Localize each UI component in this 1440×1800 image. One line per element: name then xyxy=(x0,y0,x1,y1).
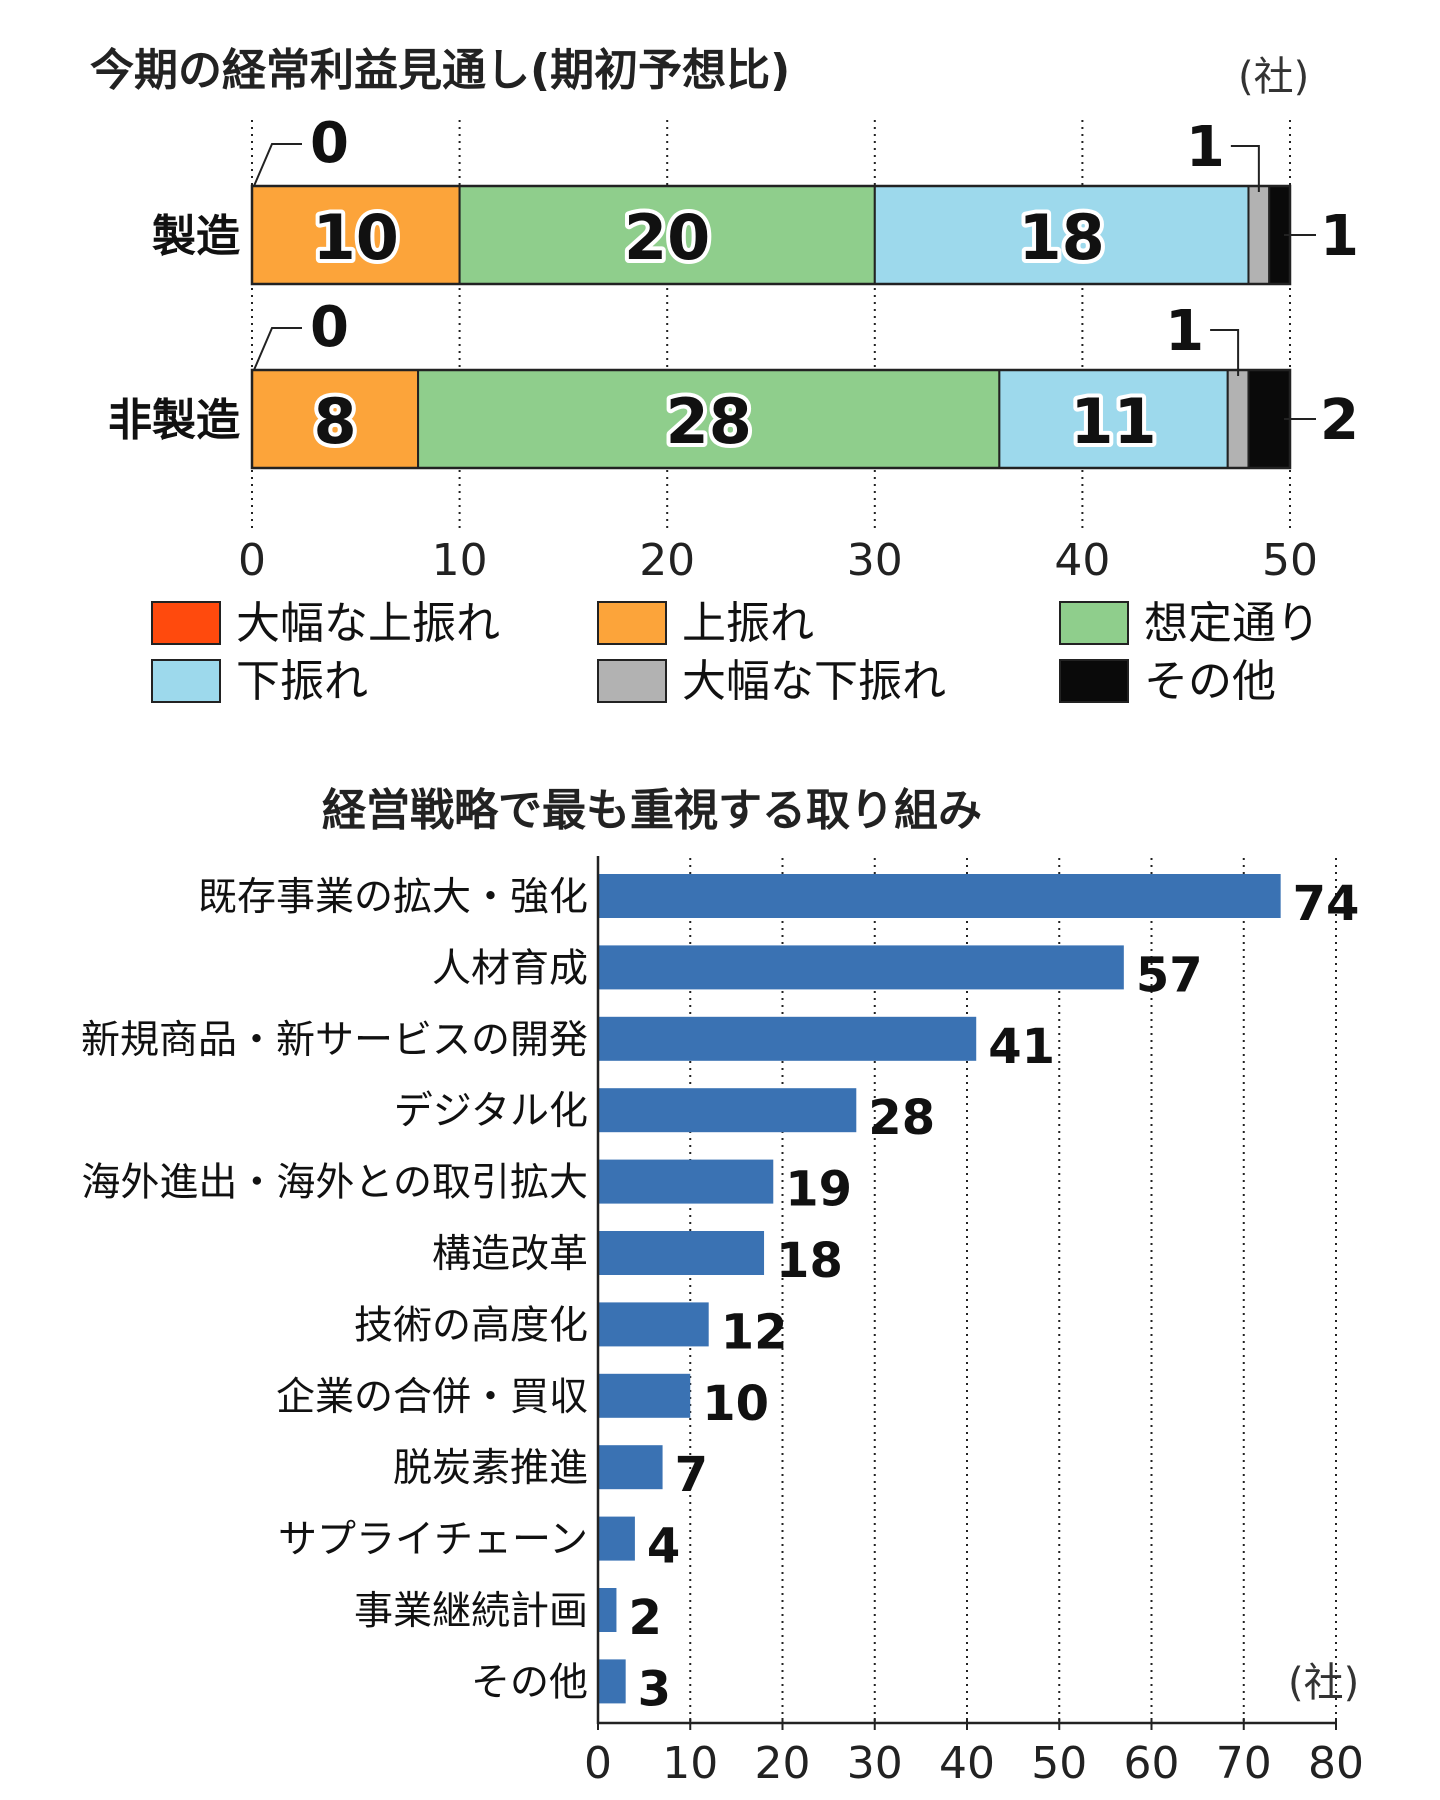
chart1-x-tick-label: 10 xyxy=(432,535,488,586)
chart1-x-tick-label: 40 xyxy=(1054,535,1110,586)
chart2-category-label: 構造改革 xyxy=(432,1232,588,1277)
chart1-bar-segment xyxy=(1247,369,1291,469)
chart1-leader-line xyxy=(1230,145,1260,192)
chart1-data-label: 1 xyxy=(1320,204,1359,269)
chart1-data-label: 11 xyxy=(1070,385,1156,458)
chart1-x-tick-label: 50 xyxy=(1262,535,1318,586)
chart2-x-tick-label: 20 xyxy=(755,1738,811,1789)
chart1-legend-label: 下振れ xyxy=(236,656,368,707)
chart2-x-tick-label: 60 xyxy=(1124,1738,1180,1789)
chart2-bar xyxy=(598,1516,635,1561)
chart2-category-label: デジタル化 xyxy=(394,1089,588,1134)
chart1-leader-line xyxy=(1210,329,1240,376)
chart1-legend-label: 大幅な上振れ xyxy=(236,598,500,649)
chart2-bar xyxy=(598,945,1124,990)
chart1-legend-label: 想定通り xyxy=(1144,598,1320,649)
chart2-bar xyxy=(598,1445,663,1490)
chart2-data-label: 3 xyxy=(638,1661,671,1717)
chart2-title: 経営戦略で最も重視する取り組み xyxy=(322,785,982,836)
chart2-category-label: 既存事業の拡大・強化 xyxy=(198,875,588,920)
chart1-data-label: 20 xyxy=(624,201,710,274)
chart2-data-label: 41 xyxy=(988,1019,1055,1075)
chart2-bar xyxy=(598,874,1281,918)
chart2-category-label: サプライチェーン xyxy=(278,1518,588,1563)
chart2-x-tick-label: 80 xyxy=(1308,1738,1364,1789)
chart2-category-label: 技術の高度化 xyxy=(354,1303,588,1348)
chart2-category-label: 企業の合併・買収 xyxy=(276,1375,588,1420)
chart1-legend-swatch xyxy=(151,659,221,703)
chart2-data-label: 74 xyxy=(1293,876,1360,932)
chart1-legend-swatch xyxy=(151,601,221,645)
chart2-category-label: 人材育成 xyxy=(432,946,588,991)
chart1-bar-segment xyxy=(1247,185,1271,285)
chart1-legend-label: その他 xyxy=(1144,656,1276,707)
chart2-category-label: その他 xyxy=(471,1660,588,1705)
chart1-legend-label: 大幅な下振れ xyxy=(682,656,946,707)
chart2-bar xyxy=(598,1231,765,1275)
chart2-bar xyxy=(598,1159,774,1204)
chart1-data-label: 28 xyxy=(666,385,752,458)
chart2-category-label: 脱炭素推進 xyxy=(393,1446,588,1491)
chart1-bar-segment xyxy=(417,369,1001,469)
chart1-leader-line xyxy=(253,143,302,187)
chart2-bar xyxy=(598,1588,617,1632)
chart1-data-label: 1 xyxy=(1186,115,1225,180)
chart2-bar xyxy=(598,1088,857,1133)
chart1-legend-label: 上振れ xyxy=(682,598,814,649)
chart1-title: 今期の経常利益見通し(期初予想比) xyxy=(90,45,791,96)
chart2-category-label: 事業継続計画 xyxy=(354,1589,588,1634)
chart1-legend-swatch xyxy=(597,601,667,645)
chart1-legend-swatch xyxy=(597,659,667,703)
chart1-x-tick-label: 0 xyxy=(238,535,266,586)
chart2-data-label: 28 xyxy=(868,1090,935,1146)
chart2-data-label: 57 xyxy=(1136,947,1203,1003)
chart1-legend-swatch xyxy=(1059,659,1129,703)
chart2-data-label: 19 xyxy=(785,1162,852,1218)
chart1-unit: (社) xyxy=(1238,54,1310,100)
chart1-category-label: 製造 xyxy=(152,211,240,262)
chart1-x-tick-label: 30 xyxy=(847,535,903,586)
chart1-legend-swatch xyxy=(1059,601,1129,645)
chart2-x-tick-label: 30 xyxy=(847,1738,903,1789)
chart2-data-label: 12 xyxy=(721,1304,788,1360)
chart1-data-label: 0 xyxy=(310,111,349,176)
chart1-data-label: 18 xyxy=(1018,201,1104,274)
chart1-data-label: 0 xyxy=(310,295,349,360)
chart1-data-label: 1 xyxy=(1165,299,1204,364)
chart1-leader-line xyxy=(253,327,302,371)
chart1-category-label: 非製造 xyxy=(108,395,240,446)
chart2-x-tick-label: 70 xyxy=(1216,1738,1272,1789)
chart1-bar-segment xyxy=(1226,369,1250,469)
chart2-x-tick-label: 40 xyxy=(939,1738,995,1789)
chart2-data-label: 18 xyxy=(776,1233,843,1289)
chart1-bar-segment xyxy=(873,185,1250,285)
chart2-x-tick-label: 0 xyxy=(584,1738,612,1789)
chart1-data-label: 10 xyxy=(313,201,399,274)
chart2-data-label: 2 xyxy=(628,1590,661,1646)
chart2-bar xyxy=(598,1659,626,1704)
chart1-x-tick-label: 20 xyxy=(639,535,695,586)
chart2-unit: (社) xyxy=(1288,1660,1360,1706)
chart1-data-label: 2 xyxy=(1320,388,1359,453)
chart2-x-tick-label: 10 xyxy=(662,1738,718,1789)
chart2-data-label: 4 xyxy=(647,1519,680,1575)
chart1-data-label: 8 xyxy=(313,385,356,458)
chart2-bar xyxy=(598,1016,977,1061)
chart2-x-tick-label: 50 xyxy=(1031,1738,1087,1789)
chart2-category-label: 新規商品・新サービスの開発 xyxy=(81,1018,588,1063)
chart2-data-label: 7 xyxy=(675,1447,708,1503)
chart2-category-label: 海外進出・海外との取引拡大 xyxy=(81,1161,588,1206)
chart2-bar xyxy=(598,1302,709,1347)
chart2-data-label: 10 xyxy=(702,1376,769,1432)
chart2-bar xyxy=(598,1373,691,1418)
